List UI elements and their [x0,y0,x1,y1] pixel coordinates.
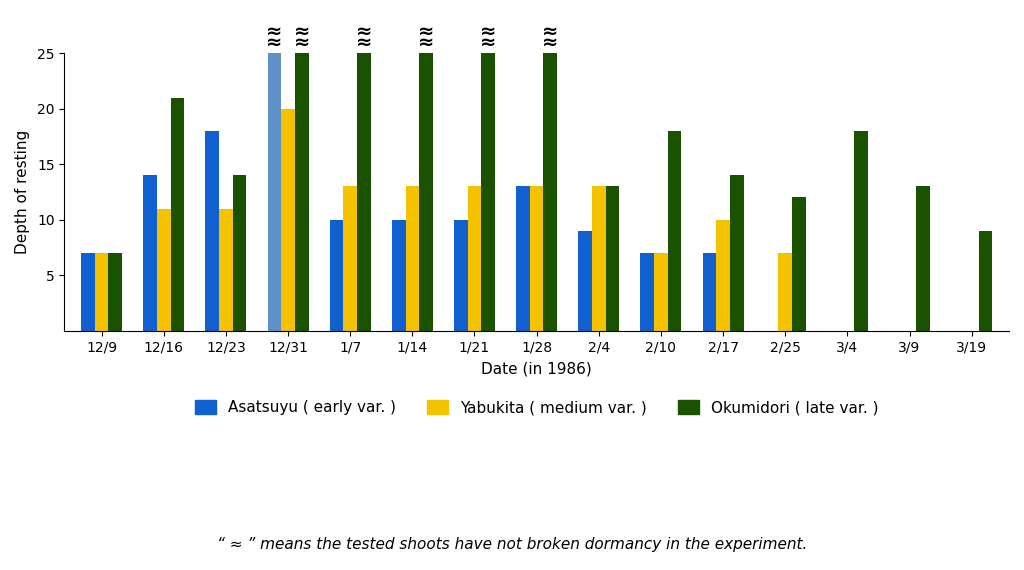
Bar [730,176,743,331]
Bar [343,186,357,331]
Bar [143,176,157,331]
Bar [330,219,343,331]
Bar [640,253,654,331]
Bar [357,54,371,331]
Bar [206,131,219,331]
Text: ≈: ≈ [542,22,558,41]
Bar [219,209,232,331]
Text: ≈: ≈ [480,33,497,52]
Text: ≈: ≈ [418,22,434,41]
Bar [916,186,930,331]
Bar [544,54,557,331]
Bar [529,186,544,331]
Legend: Asatsuyu ( early var. ), Yabukita ( medium var. ), Okumidori ( late var. ): Asatsuyu ( early var. ), Yabukita ( medi… [187,392,887,423]
Text: ≈: ≈ [542,33,558,52]
Bar [716,219,730,331]
Text: ≈: ≈ [266,33,283,52]
Bar [295,54,308,331]
Bar [282,109,295,331]
Bar [668,131,681,331]
Bar [605,186,620,331]
Bar [979,231,992,331]
Bar [516,186,529,331]
Bar [392,219,406,331]
Text: ≈: ≈ [266,22,283,41]
Bar [481,54,495,331]
Text: ≈: ≈ [294,22,310,41]
Bar [579,231,592,331]
Bar [654,253,668,331]
Text: ≈: ≈ [294,33,310,52]
Bar [419,54,433,331]
Text: ≈: ≈ [418,33,434,52]
Text: ≈: ≈ [480,22,497,41]
Bar [406,186,419,331]
Bar [171,97,184,331]
Bar [109,253,122,331]
Bar [793,197,806,331]
Text: “ ≈ ” means the tested shoots have not broken dormancy in the experiment.: “ ≈ ” means the tested shoots have not b… [217,537,807,552]
Text: ≈: ≈ [355,33,372,52]
Bar [81,253,95,331]
Bar [854,131,868,331]
Bar [95,253,109,331]
X-axis label: Date (in 1986): Date (in 1986) [481,361,592,376]
Text: ≈: ≈ [355,22,372,41]
Bar [592,186,605,331]
Bar [232,176,247,331]
Bar [778,253,793,331]
Y-axis label: Depth of resting: Depth of resting [15,130,30,254]
Bar [157,209,171,331]
Bar [454,219,468,331]
Bar [468,186,481,331]
Bar [267,54,282,331]
Bar [702,253,716,331]
